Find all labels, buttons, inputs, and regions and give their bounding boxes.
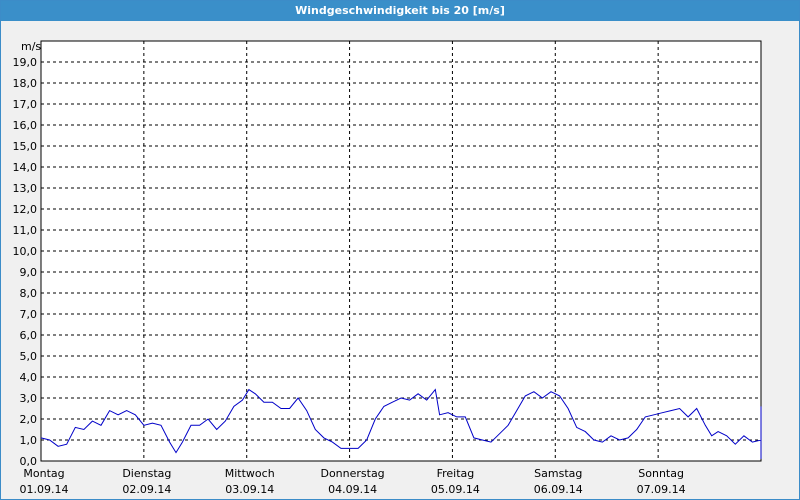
x-tick-day-name: Samstag bbox=[534, 467, 582, 480]
x-tick-date: 01.09.14 bbox=[20, 483, 69, 496]
y-tick-label: 12,0 bbox=[13, 203, 38, 216]
y-tick-label: 7,0 bbox=[20, 308, 38, 321]
x-tick-date: 07.09.14 bbox=[637, 483, 686, 496]
x-tick-day-name: Dienstag bbox=[122, 467, 171, 480]
y-tick-label: 15,0 bbox=[13, 140, 38, 153]
y-tick-label: 1,0 bbox=[20, 434, 38, 447]
x-tick-day-name: Donnerstag bbox=[320, 467, 384, 480]
x-tick-day-name: Mittwoch bbox=[225, 467, 275, 480]
x-tick-date: 04.09.14 bbox=[328, 483, 377, 496]
x-tick-date: 05.09.14 bbox=[431, 483, 480, 496]
y-tick-label: 2,0 bbox=[20, 413, 38, 426]
y-tick-label: 18,0 bbox=[13, 77, 38, 90]
y-tick-label: 16,0 bbox=[13, 119, 38, 132]
y-tick-label: 13,0 bbox=[13, 182, 38, 195]
y-tick-label: 9,0 bbox=[20, 266, 38, 279]
x-tick-day-name: Freitag bbox=[437, 467, 475, 480]
x-tick-date: 06.09.14 bbox=[534, 483, 583, 496]
y-tick-label: 19,0 bbox=[13, 56, 38, 69]
x-tick-day-name: Montag bbox=[23, 467, 64, 480]
y-tick-label: 14,0 bbox=[13, 161, 38, 174]
x-tick-day-name: Sonntag bbox=[638, 467, 684, 480]
wind-speed-chart: 0,0 1,0 2,0 3,0 4,0 5,0 6,0 7,0 8,0 9,0 10,0 11,0 12… bbox=[13, 40, 762, 496]
x-tick-date: 02.09.14 bbox=[122, 483, 171, 496]
y-tick-label: 0,0 bbox=[20, 455, 38, 468]
y-tick-label: 11,0 bbox=[13, 224, 38, 237]
y-tick-label: 4,0 bbox=[20, 371, 38, 384]
y-tick-label: 6,0 bbox=[20, 329, 38, 342]
x-tick-date: 03.09.14 bbox=[225, 483, 274, 496]
y-tick-label: 17,0 bbox=[13, 98, 38, 111]
y-tick-label: 10,0 bbox=[13, 245, 38, 258]
window-title: Windgeschwindigkeit bis 20 [m/s] bbox=[1, 1, 799, 21]
y-axis-unit-label: m/s bbox=[21, 40, 41, 53]
y-tick-label: 5,0 bbox=[20, 350, 38, 363]
y-tick-label: 8,0 bbox=[20, 287, 38, 300]
wind-speed-line bbox=[40, 388, 762, 459]
y-tick-label: 3,0 bbox=[20, 392, 38, 405]
